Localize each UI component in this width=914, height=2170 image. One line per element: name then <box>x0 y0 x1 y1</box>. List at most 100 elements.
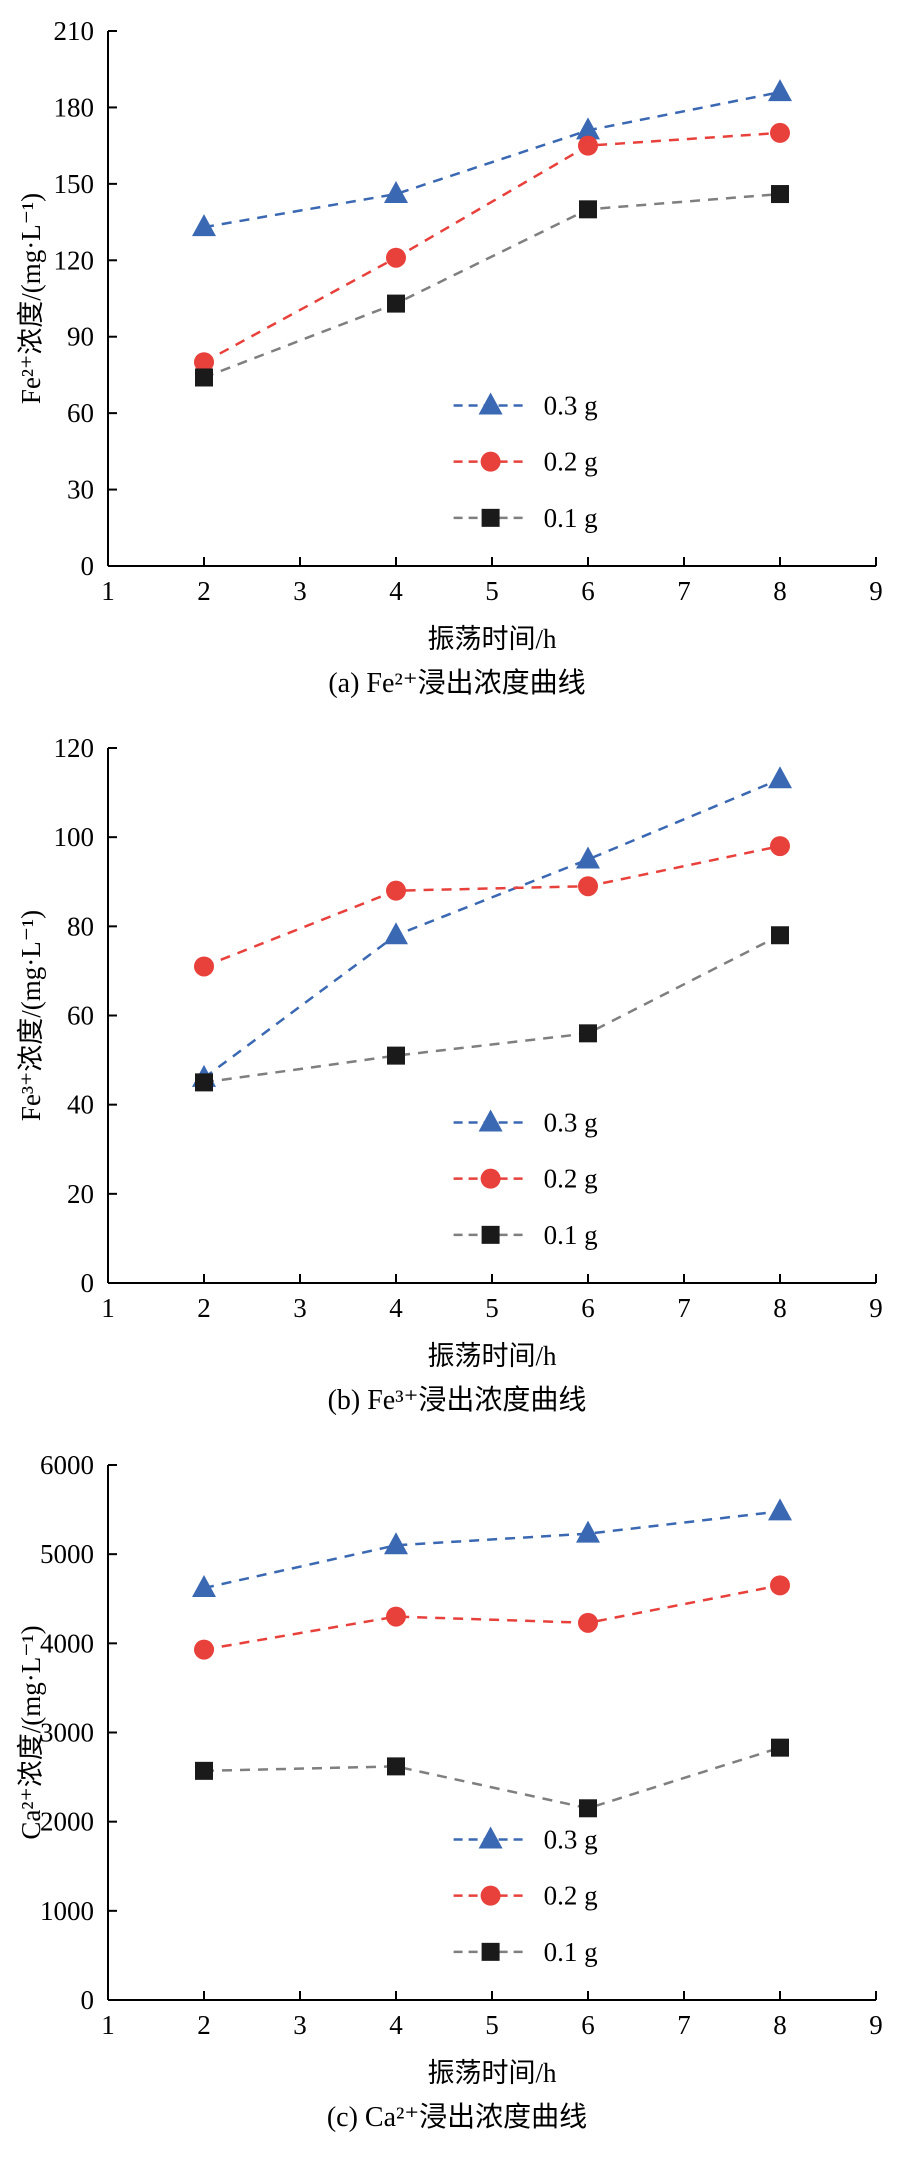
legend-entry: 0.1 g <box>453 1220 598 1250</box>
y-tick-label: 0 <box>81 1268 95 1298</box>
data-point-triangle <box>192 214 216 237</box>
x-tick-label: 7 <box>677 576 691 606</box>
y-tick-label: 100 <box>54 822 95 852</box>
data-point-circle <box>480 1885 501 1906</box>
data-point-triangle <box>576 846 600 869</box>
x-tick-label: 6 <box>581 576 595 606</box>
chart-figure-b: 0 20 40 60 80 100 120 1 2 3 4 5 6 7 8 9 Fe³⁺浓度/(mg·L⁻¹) 振… <box>0 723 914 1440</box>
data-point-circle <box>578 1612 598 1633</box>
legend-label: 0.3 g <box>544 1825 598 1855</box>
y-tick-label: 1000 <box>40 1896 94 1926</box>
legend: 0.3 g 0.2 g 0.1 g <box>453 391 598 533</box>
y-tick-label: 6000 <box>40 1450 94 1480</box>
y-tick-label: 0 <box>81 551 95 581</box>
data-point-circle <box>194 956 214 977</box>
data-point-circle <box>770 1575 790 1596</box>
data-point-square <box>579 1799 597 1818</box>
chart-b-caption: (b) Fe³⁺浸出浓度曲线 <box>327 1385 587 1416</box>
x-tick-label: 6 <box>581 2010 595 2040</box>
legend: 0.3 g 0.2 g 0.1 g <box>453 1108 598 1250</box>
chart-a-caption: (a) Fe²⁺浸出浓度曲线 <box>328 668 586 699</box>
legend-entry: 0.2 g <box>453 1881 598 1911</box>
legend-entry: 0.2 g <box>453 447 598 477</box>
y-axis-title: Fe²⁺浓度/(mg·L⁻¹) <box>16 193 46 404</box>
axes: 0 30 60 90 120 150 180 210 1 2 3 4 5 6 7 8 9 <box>54 16 883 606</box>
x-tick-label: 5 <box>485 576 499 606</box>
legend-label: 0.2 g <box>544 1881 598 1911</box>
data-point-square <box>195 368 213 387</box>
legend-label: 0.3 g <box>544 391 598 421</box>
y-tick-label: 80 <box>67 911 94 941</box>
y-tick-label: 4000 <box>40 1628 94 1658</box>
data-point-circle <box>480 1168 501 1189</box>
data-point-triangle <box>384 1532 408 1555</box>
legend-label: 0.1 g <box>544 503 598 533</box>
x-axis-title: 振荡时间/h <box>427 2058 557 2088</box>
x-axis-title: 振荡时间/h <box>427 624 557 654</box>
y-tick-label: 120 <box>54 245 95 275</box>
x-tick-label: 1 <box>101 1293 115 1323</box>
data-point-square <box>387 294 405 313</box>
series-0.2g <box>194 836 790 977</box>
legend-entry: 0.3 g <box>453 1108 598 1138</box>
x-tick-label: 2 <box>197 1293 211 1323</box>
y-tick-label: 5000 <box>40 1539 94 1569</box>
x-tick-label: 8 <box>773 1293 787 1323</box>
data-point-triangle <box>478 1109 503 1132</box>
y-tick-label: 60 <box>67 398 94 428</box>
chart-figure-a: 0 30 60 90 120 150 180 210 1 2 3 4 5 6 7 8 9 Fe²⁺浓度/(mg·L… <box>0 6 914 723</box>
x-tick-label: 4 <box>389 576 403 606</box>
x-tick-label: 8 <box>773 576 787 606</box>
y-tick-label: 3000 <box>40 1718 94 1748</box>
x-tick-label: 1 <box>101 2010 115 2040</box>
y-tick-label: 150 <box>54 169 95 199</box>
x-tick-label: 3 <box>293 2010 307 2040</box>
legend-entry: 0.3 g <box>453 391 598 421</box>
data-point-circle <box>194 352 214 373</box>
data-point-square <box>481 1942 500 1961</box>
data-point-circle <box>578 135 598 156</box>
chart-b-canvas: 0 20 40 60 80 100 120 1 2 3 4 5 6 7 8 9 Fe³⁺浓度/(mg·L⁻¹) 振… <box>16 733 883 1371</box>
data-point-circle <box>770 122 790 143</box>
x-tick-label: 2 <box>197 2010 211 2040</box>
data-point-square <box>771 185 789 204</box>
y-tick-label: 90 <box>67 322 94 352</box>
data-point-circle <box>386 880 406 901</box>
legend-label: 0.1 g <box>544 1937 598 1967</box>
data-point-triangle <box>192 1575 216 1598</box>
legend-label: 0.2 g <box>544 447 598 477</box>
data-point-square <box>195 1761 213 1780</box>
legend-entry: 0.3 g <box>453 1825 598 1855</box>
series-0.1g <box>195 185 789 387</box>
chart-c-canvas: 0 1000 2000 3000 4000 5000 6000 1 2 3 4 5 6 7 8 9 Ca²⁺浓度… <box>16 1450 883 2088</box>
x-tick-label: 4 <box>389 2010 403 2040</box>
series-0.2g <box>194 122 790 373</box>
x-tick-label: 9 <box>869 576 883 606</box>
series-0.3g <box>192 79 792 237</box>
y-tick-label: 60 <box>67 1001 94 1031</box>
legend-label: 0.1 g <box>544 1220 598 1250</box>
x-tick-label: 2 <box>197 576 211 606</box>
y-tick-label: 120 <box>54 733 95 763</box>
x-tick-label: 9 <box>869 1293 883 1323</box>
data-point-square <box>481 1225 500 1244</box>
series-0.1g <box>195 1738 789 1818</box>
x-tick-label: 1 <box>101 576 115 606</box>
x-tick-label: 9 <box>869 2010 883 2040</box>
data-point-circle <box>386 1606 406 1627</box>
series-0.1g <box>195 926 789 1092</box>
data-point-square <box>579 200 597 219</box>
data-point-square <box>579 1024 597 1043</box>
data-point-circle <box>578 876 598 897</box>
x-tick-label: 6 <box>581 1293 595 1323</box>
y-tick-label: 0 <box>81 1985 95 2015</box>
data-point-triangle <box>768 1498 792 1521</box>
x-tick-label: 7 <box>677 2010 691 2040</box>
series-0.3g <box>192 766 792 1087</box>
data-point-triangle <box>478 392 503 415</box>
y-tick-label: 2000 <box>40 1807 94 1837</box>
y-tick-label: 180 <box>54 92 95 122</box>
data-point-triangle <box>576 1520 600 1543</box>
legend: 0.3 g 0.2 g 0.1 g <box>453 1825 598 1967</box>
